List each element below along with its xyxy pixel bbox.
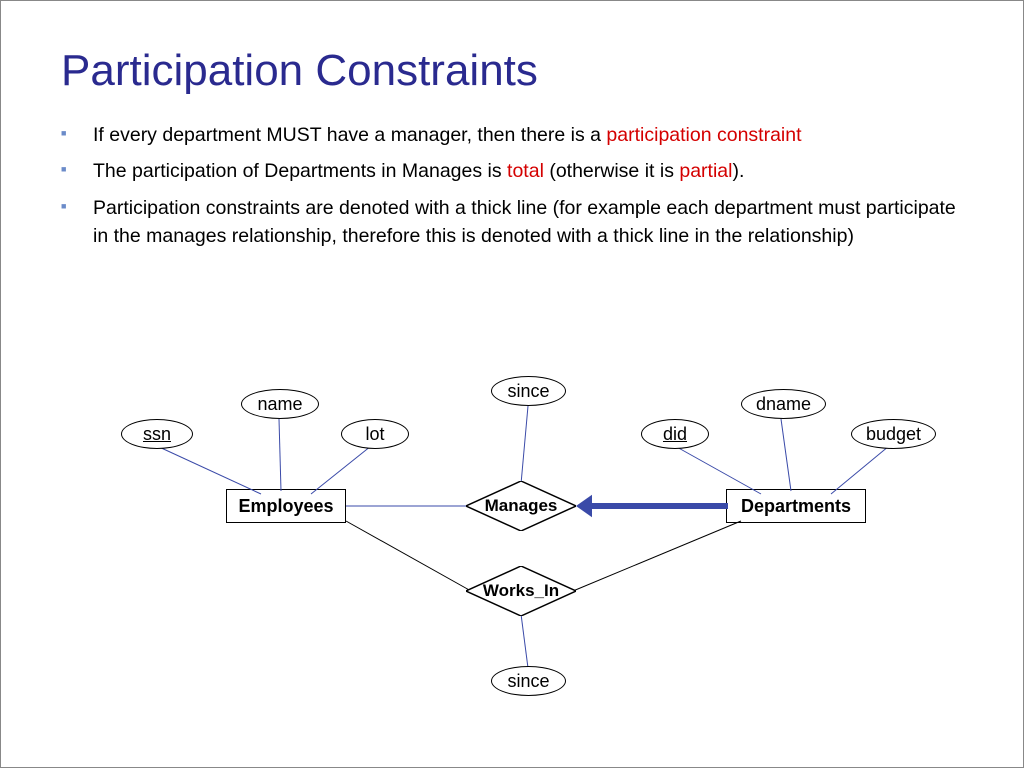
page-title: Participation Constraints <box>61 46 973 96</box>
attr-since-bottom: since <box>491 666 566 696</box>
attr-lot: lot <box>341 419 409 449</box>
bullet-2-text-c: (otherwise it is <box>544 160 679 182</box>
rel-worksin-label: Works_In <box>466 566 576 616</box>
bullet-2-text-a: The participation of Departments in Mana… <box>93 160 507 182</box>
bullet-list: If every department MUST have a manager,… <box>61 121 973 250</box>
bullet-2-text-b: total <box>507 160 544 182</box>
bullet-2-text-e: ). <box>732 160 744 182</box>
attr-dname: dname <box>741 389 826 419</box>
rel-worksin: Works_In <box>466 566 576 616</box>
bullet-2: The participation of Departments in Mana… <box>61 157 973 185</box>
rel-manages-label: Manages <box>466 481 576 531</box>
rel-manages: Manages <box>466 481 576 531</box>
bullet-3-text: Participation constraints are denoted wi… <box>93 197 956 247</box>
bullet-1-text-a: If every department MUST have a manager,… <box>93 124 606 146</box>
attr-since-top: since <box>491 376 566 406</box>
attr-budget: budget <box>851 419 936 449</box>
er-diagram: ssn name lot since did dname budget sinc… <box>1 376 1024 736</box>
bullet-1: If every department MUST have a manager,… <box>61 121 973 149</box>
bullet-2-text-d: partial <box>679 160 732 182</box>
bullet-3: Participation constraints are denoted wi… <box>61 194 973 251</box>
attr-ssn: ssn <box>121 419 193 449</box>
attr-name: name <box>241 389 319 419</box>
slide: Participation Constraints If every depar… <box>0 0 1024 768</box>
bullet-1-text-b: participation constraint <box>606 124 801 146</box>
attr-did: did <box>641 419 709 449</box>
